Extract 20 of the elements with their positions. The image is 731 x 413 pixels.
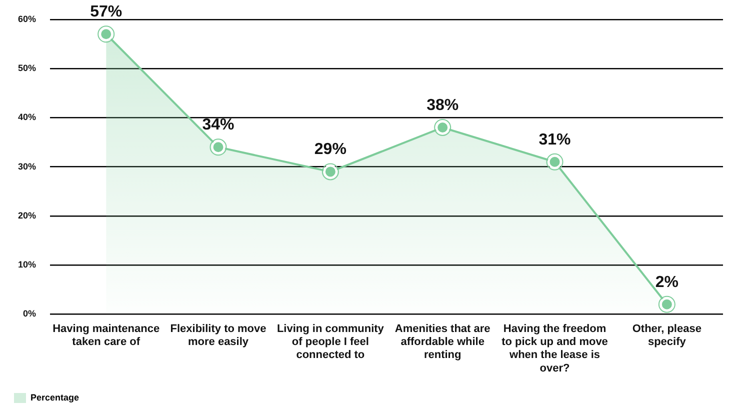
- data-label: 38%: [426, 96, 459, 114]
- y-tick-label: 20%: [18, 210, 36, 220]
- y-tick-label: 50%: [18, 63, 36, 74]
- x-tick-label: Amenities that are affordable while renting: [394, 322, 490, 362]
- data-label: 29%: [314, 141, 346, 158]
- x-tick-label: Other, please specify: [632, 322, 702, 348]
- data-label: 34%: [202, 116, 234, 134]
- y-tick-label: 30%: [18, 161, 36, 172]
- x-tick-label: Flexibility to move more easily: [170, 322, 266, 348]
- y-tick-label: 10%: [18, 260, 36, 270]
- y-tick-label: 60%: [18, 14, 36, 24]
- x-tick-label: Having maintenance taken care of: [52, 322, 160, 348]
- y-tick-label: 40%: [18, 112, 36, 122]
- data-label: 57%: [90, 4, 122, 21]
- data-label: 2%: [655, 274, 678, 291]
- data-label: 31%: [538, 131, 571, 148]
- x-tick-label: Having the freedom to pick up and move when the lease is over?: [502, 322, 608, 374]
- y-tick-label: 0%: [23, 308, 36, 319]
- legend-label: Percentage: [30, 392, 80, 402]
- x-tick-label: Living in community of people I feel connected to: [276, 322, 385, 362]
